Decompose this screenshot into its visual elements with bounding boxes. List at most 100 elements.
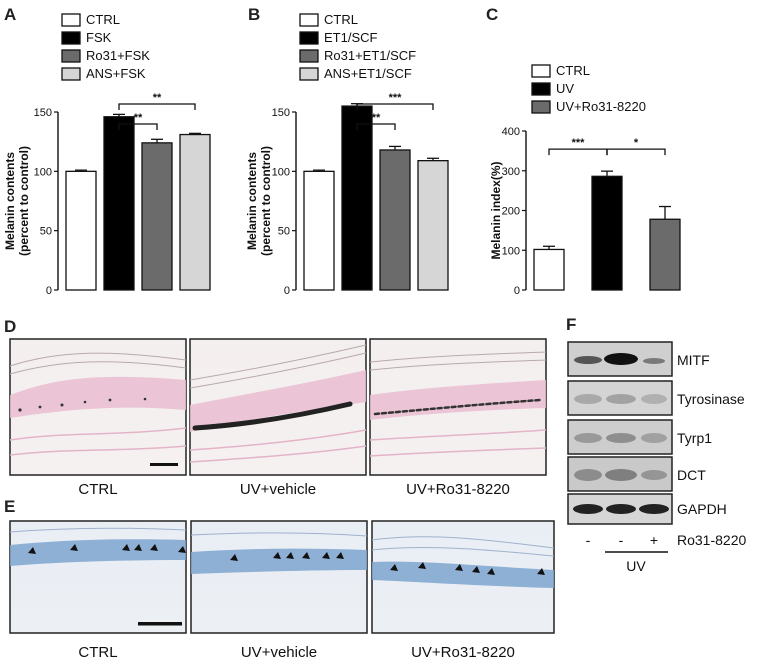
legend-label: Ro31+ET1/SCF [324,48,416,63]
lane-sign-2: - [619,532,624,548]
protein-label-dct: DCT [677,467,706,483]
significance-bracket [119,104,195,110]
legend-swatch [300,50,318,62]
bar [304,171,334,290]
bar [592,176,622,290]
caption-e-3: UV+Ro31-8220 [411,644,515,661]
significance-label: ** [134,112,143,124]
significance-label: * [634,137,639,149]
y-tick-label: 200 [502,206,520,218]
legend-swatch [532,101,550,113]
legend-label: ANS+FSK [86,66,146,81]
legend-swatch [62,50,80,62]
bar [104,117,134,290]
bar [418,161,448,290]
panel-label-c: C [486,5,498,24]
scale-bar-d [150,463,178,466]
y-tick-label: 0 [284,285,290,297]
legend-swatch [300,14,318,26]
significance-bracket [549,149,607,155]
significance-label: *** [572,137,586,149]
caption-d-1: CTRL [78,481,117,498]
panel-label-a: A [4,5,16,24]
blot-row-gapdh [568,494,672,524]
y-axis-label: Melanin contents [3,152,17,250]
scale-bar-e [138,622,182,626]
significance-bracket [607,149,665,155]
panel-label-e: E [4,497,15,516]
protein-label-tyrp1: Tyrp1 [677,430,712,446]
histology-e-uv-ro31 [372,521,554,633]
legend-label: CTRL [556,63,590,78]
y-tick-label: 100 [502,245,520,257]
protein-label-gapdh: GAPDH [677,501,727,517]
y-axis-label: Melanin index(%) [489,161,503,259]
lane-sign-3: + [650,532,658,548]
legend-swatch [62,68,80,80]
legend-swatch [300,68,318,80]
significance-label: ** [153,92,162,104]
y-tick-label: 150 [272,107,290,119]
chart-panel-b: CTRL ET1/SCF Ro31+ET1/SCF ANS+ET1/SCF 0 50 100… [245,12,448,297]
y-tick-label: 100 [272,166,290,178]
protein-label-tyrosinase: Tyrosinase [677,391,745,407]
protein-label-mitf: MITF [677,352,710,368]
bar [342,106,372,290]
legend-label: UV [556,81,574,96]
bar [534,249,564,290]
legend-label: UV+Ro31-8220 [556,99,646,114]
legend-swatch [62,14,80,26]
panel-label-d: D [4,317,16,336]
y-tick-label: 400 [502,126,520,138]
western-blot: MITF Tyrosinase Tyrp1 DCT GAPDH - - + Ro… [568,342,746,574]
y-axis-label: (percent to control) [259,146,273,256]
histology-e-uv-vehicle [191,521,367,633]
treatment-label: Ro31-8220 [677,532,746,548]
bar [380,150,410,290]
legend-label: CTRL [324,12,358,27]
significance-label: *** [389,92,403,104]
bar [66,171,96,290]
legend-swatch [62,32,80,44]
y-axis-label: (percent to control) [17,146,31,256]
y-tick-label: 100 [34,166,52,178]
legend-label: CTRL [86,12,120,27]
y-tick-label: 150 [34,107,52,119]
lane-sign-1: - [586,532,591,548]
chart-panel-a: CTRL FSK Ro31+FSK ANS+FSK 0 50 100 150 Melanin c… [3,12,210,297]
y-tick-label: 50 [278,226,290,238]
blot-row-mitf [568,342,672,376]
legend-label: ANS+ET1/SCF [324,66,412,81]
caption-e-1: CTRL [78,644,117,661]
histology-e-ctrl [10,521,186,633]
chart-panel-c: CTRL UV UV+Ro31-8220 0 100 200 300 400 Melanin i… [489,63,680,297]
panel-label-f: F [566,315,576,334]
histology-d-ctrl [10,339,186,475]
y-tick-label: 300 [502,166,520,178]
bar [650,219,680,290]
significance-label: ** [372,112,381,124]
legend-swatch [532,65,550,77]
blot-row-tyrp1 [568,420,672,454]
blot-row-tyrosinase [568,381,672,415]
legend-swatch [532,83,550,95]
bar [142,143,172,290]
histology-d-uv-vehicle [190,339,366,475]
blot-row-dct [568,457,672,491]
y-tick-label: 50 [40,226,52,238]
caption-d-3: UV+Ro31-8220 [406,481,510,498]
legend-label: ET1/SCF [324,30,378,45]
histology-d-uv-ro31 [370,339,546,475]
group-label-uv: UV [626,558,646,574]
legend-label: Ro31+FSK [86,48,150,63]
y-tick-label: 0 [514,285,520,297]
legend-label: FSK [86,30,112,45]
legend-swatch [300,32,318,44]
caption-d-2: UV+vehicle [240,481,316,498]
caption-e-2: UV+vehicle [241,644,317,661]
figure-canvas: A B C D E F CTRL FSK Ro31+FSK ANS+FSK 0 50 100… [0,0,763,665]
bar [180,135,210,290]
y-axis-label: Melanin contents [245,152,259,250]
y-tick-label: 0 [46,285,52,297]
panel-label-b: B [248,5,260,24]
